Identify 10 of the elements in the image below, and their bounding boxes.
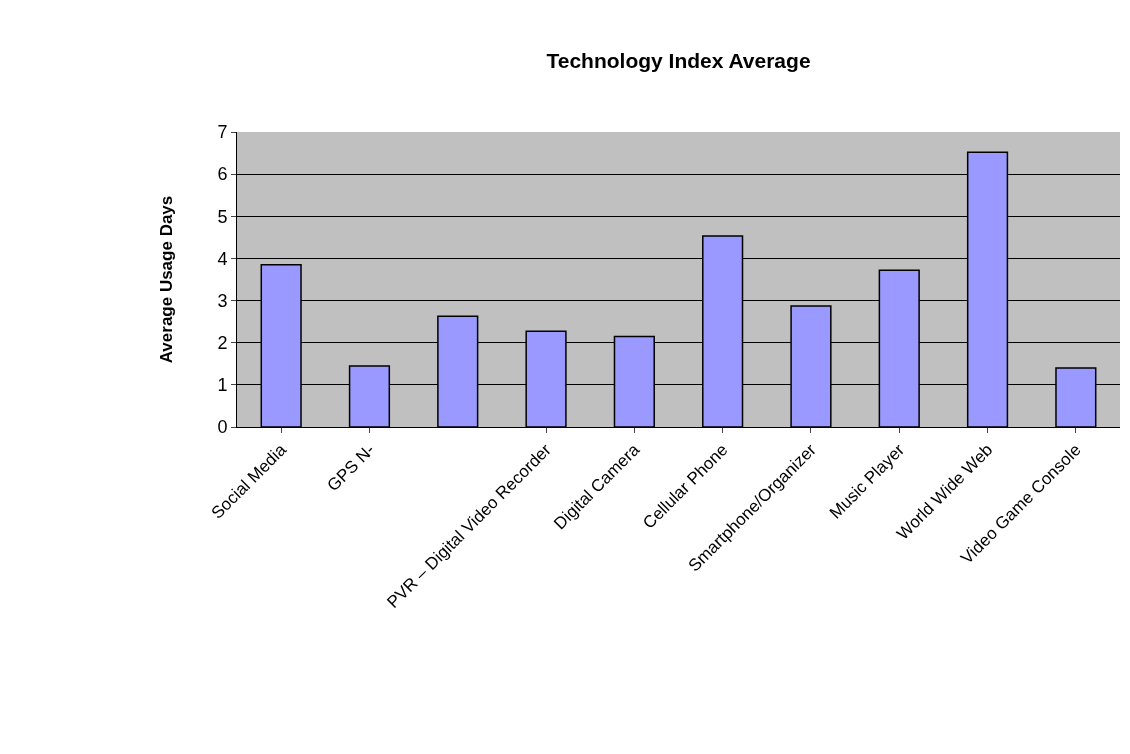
y-tick-label: 0: [217, 417, 228, 438]
y-tick-label: 5: [217, 206, 228, 227]
y-tick-label: 6: [217, 164, 228, 185]
y-tick-label: 2: [217, 333, 228, 354]
y-tick-label: 3: [217, 290, 228, 311]
y-axis-title: Average Usage Days: [156, 195, 176, 364]
y-tick-label: 7: [217, 122, 228, 143]
y-tick-label: 1: [217, 375, 228, 396]
y-tick-label: 4: [217, 248, 228, 269]
chart-title: Technology Index Average: [546, 48, 811, 72]
